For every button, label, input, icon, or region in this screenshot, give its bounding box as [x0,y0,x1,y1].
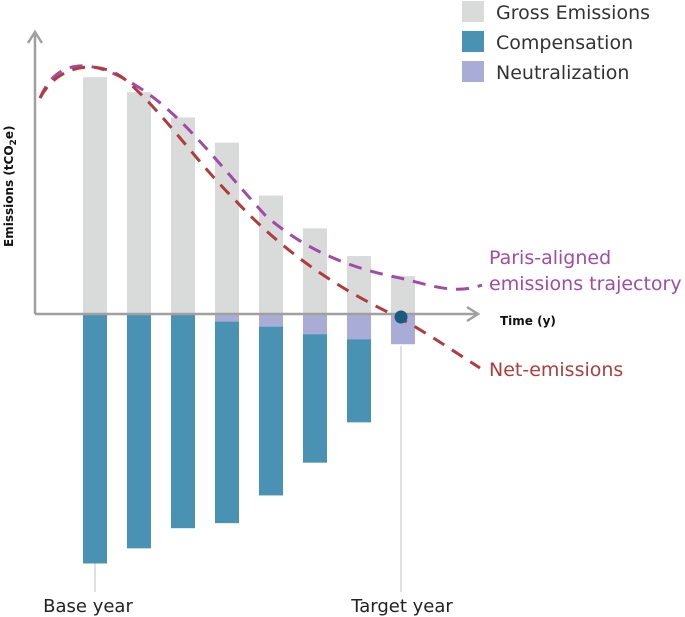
bar-gross-4 [215,142,239,314]
bar-compensation-6 [303,334,327,463]
net-line-label: Net-emissions [489,359,623,381]
bar-compensation-2 [127,314,151,549]
bar-neutralization-5 [259,314,283,327]
bar-compensation-4 [215,321,239,524]
legend-label-compensation: Compensation [496,32,633,54]
paris-line-label-1: Paris-aligned [489,247,611,269]
y-axis-title-main: Emissions (tCO [2,145,16,247]
legend-label-gross: Gross Emissions [496,2,650,24]
bar-neutralization-7 [347,314,371,340]
bar-gross-2 [127,92,151,315]
y-axis-title-end: e) [2,126,16,140]
bar-neutralization-6 [303,314,327,335]
net-zero-marker [394,310,408,324]
legend-swatch-compensation [462,31,484,52]
legend-swatch-neutralization [462,61,484,82]
y-axis-title-subscript: 2 [9,139,19,145]
bar-compensation-5 [259,326,283,496]
bar-gross-1 [83,77,107,315]
x-tick-label-target-year: Target year [350,596,453,617]
bar-gross-5 [259,195,283,314]
legend: Gross Emissions Compensation Neutralizat… [462,1,650,84]
y-axis-arrow-icon [26,29,44,44]
bar-gross-6 [303,228,327,314]
bar-compensation-1 [83,314,107,564]
bar-gross-8 [391,276,415,314]
y-axis-title: Emissions (tCO2e) [2,126,19,247]
x-tick-label-base-year: Base year [43,596,133,617]
bar-neutralization-4 [215,314,239,322]
bar-compensation-7 [347,339,371,423]
bar-compensation-3 [171,314,195,529]
bar-gross-3 [171,117,195,314]
bars [83,77,415,564]
x-axis-arrow-icon [466,305,481,323]
legend-swatch-gross [462,1,484,22]
paris-line-label: Paris-aligned emissions trajectory [489,247,682,295]
legend-label-neutralization: Neutralization [496,62,629,84]
x-axis-title: Time (y) [500,314,556,328]
paris-line-label-2: emissions trajectory [489,273,682,295]
